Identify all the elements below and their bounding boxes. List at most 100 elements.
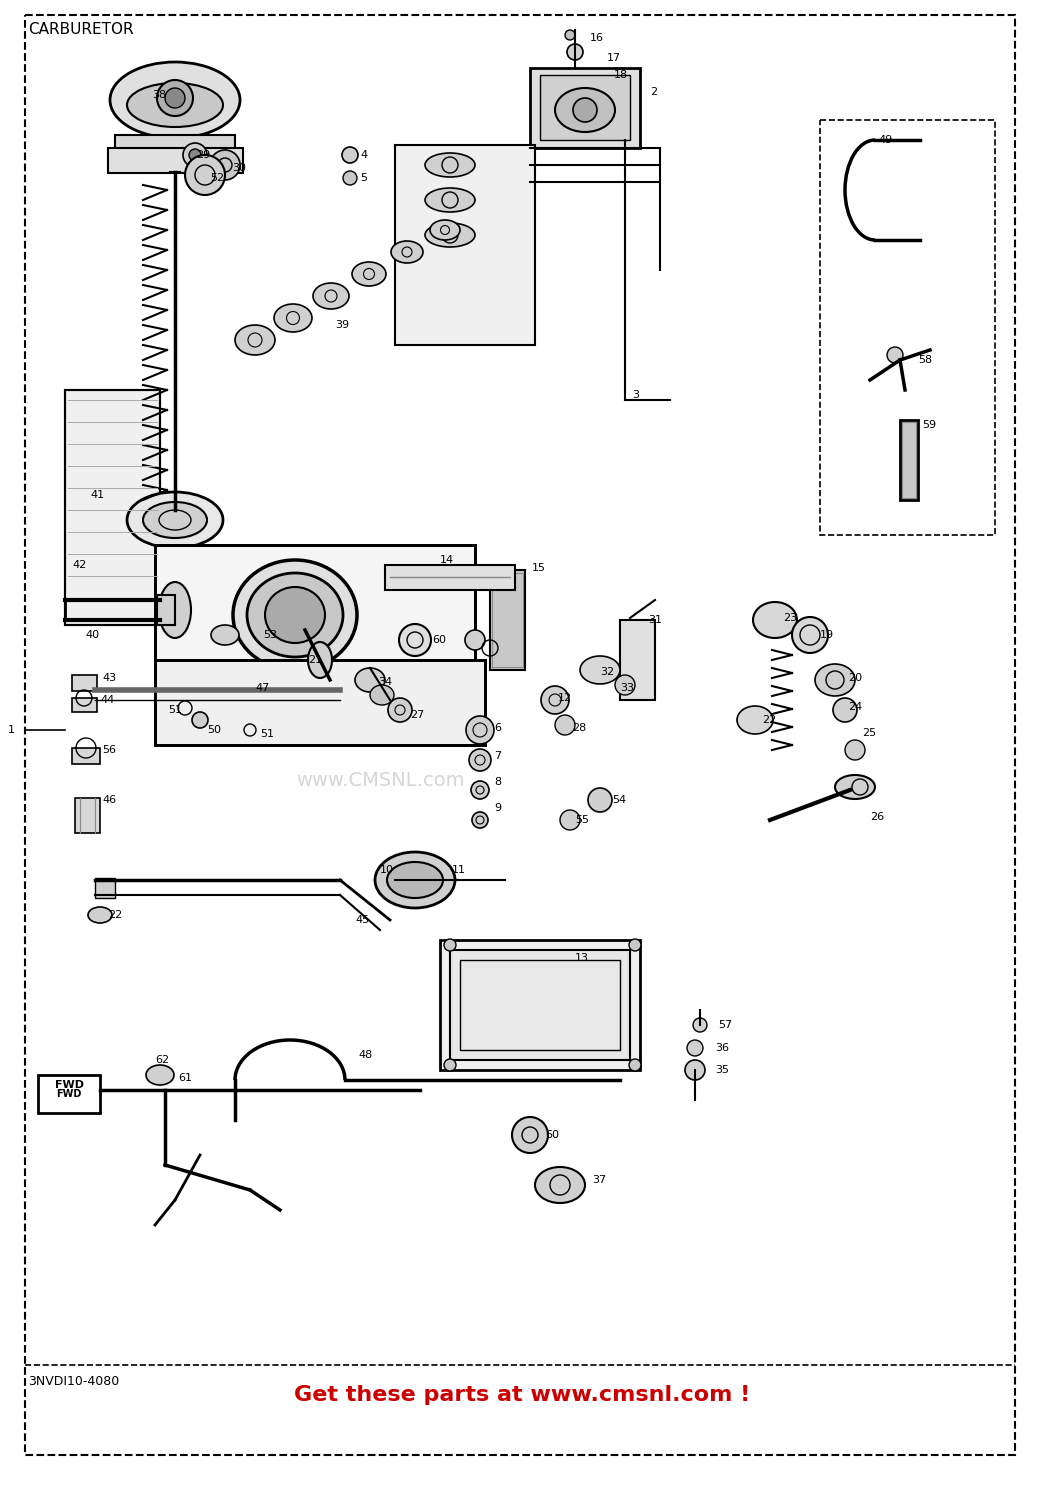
- Text: 43: 43: [102, 674, 116, 682]
- Bar: [72, 748, 100, 764]
- Bar: [395, 146, 535, 345]
- Text: 53: 53: [263, 630, 277, 640]
- Ellipse shape: [370, 686, 394, 705]
- Text: 47: 47: [255, 682, 270, 693]
- Text: 16: 16: [590, 33, 604, 44]
- Circle shape: [687, 1040, 703, 1056]
- Circle shape: [541, 686, 568, 714]
- Ellipse shape: [425, 224, 475, 248]
- Text: 3NVDI10-4080: 3NVDI10-4080: [28, 1376, 119, 1388]
- Ellipse shape: [146, 1065, 175, 1084]
- Bar: [108, 148, 243, 172]
- Bar: [155, 660, 485, 746]
- Circle shape: [444, 939, 456, 951]
- Text: 42: 42: [72, 560, 87, 570]
- Text: 7: 7: [494, 752, 502, 760]
- Text: 56: 56: [102, 746, 116, 754]
- Text: 46: 46: [102, 795, 116, 806]
- Bar: [820, 120, 995, 536]
- Circle shape: [388, 698, 412, 721]
- Bar: [157, 596, 175, 626]
- Text: 61: 61: [178, 1072, 192, 1083]
- Ellipse shape: [391, 242, 423, 262]
- Bar: [490, 570, 525, 670]
- Text: 3: 3: [632, 390, 638, 400]
- Circle shape: [686, 1060, 705, 1080]
- Text: 51: 51: [260, 729, 274, 740]
- Ellipse shape: [835, 776, 875, 800]
- Bar: [65, 390, 160, 626]
- Text: 35: 35: [715, 1065, 729, 1076]
- Text: 58: 58: [918, 356, 932, 364]
- Text: 23: 23: [783, 614, 797, 622]
- Text: 62: 62: [155, 1054, 169, 1065]
- Circle shape: [466, 716, 494, 744]
- Text: 50: 50: [207, 724, 220, 735]
- Text: 60: 60: [432, 634, 446, 645]
- Bar: [900, 420, 918, 500]
- Text: 22: 22: [762, 716, 776, 724]
- Circle shape: [792, 616, 828, 652]
- Circle shape: [567, 44, 583, 60]
- Text: 48: 48: [358, 1050, 372, 1060]
- Ellipse shape: [387, 862, 443, 898]
- Bar: [75, 798, 100, 832]
- Circle shape: [560, 810, 580, 830]
- Ellipse shape: [425, 188, 475, 211]
- Circle shape: [588, 788, 612, 812]
- Circle shape: [183, 142, 207, 166]
- Circle shape: [444, 1059, 456, 1071]
- Text: 38: 38: [152, 90, 166, 101]
- Bar: [115, 135, 235, 150]
- Text: 1: 1: [8, 724, 15, 735]
- Text: 4: 4: [359, 150, 367, 160]
- Circle shape: [565, 30, 575, 40]
- Text: 57: 57: [718, 1020, 733, 1031]
- Text: 5: 5: [359, 172, 367, 183]
- Text: www.CMSNL.com: www.CMSNL.com: [296, 771, 464, 789]
- Bar: [620, 620, 655, 701]
- Ellipse shape: [88, 908, 112, 922]
- Text: 11: 11: [452, 865, 466, 874]
- Ellipse shape: [127, 82, 223, 128]
- Bar: [450, 950, 630, 1060]
- Text: CARBURETOR: CARBURETOR: [28, 22, 134, 38]
- Text: 26: 26: [870, 812, 884, 822]
- Ellipse shape: [555, 88, 616, 132]
- Text: 34: 34: [378, 676, 392, 687]
- Text: 20: 20: [847, 674, 862, 682]
- Text: 60: 60: [545, 1130, 559, 1140]
- Text: 45: 45: [355, 915, 369, 926]
- Text: 22: 22: [108, 910, 122, 920]
- Ellipse shape: [580, 656, 620, 684]
- Text: 32: 32: [600, 668, 614, 676]
- Ellipse shape: [314, 284, 349, 309]
- Circle shape: [471, 782, 489, 800]
- Text: 44: 44: [100, 694, 114, 705]
- Text: 29: 29: [196, 150, 210, 160]
- Ellipse shape: [110, 62, 240, 138]
- Ellipse shape: [375, 852, 455, 907]
- Text: 33: 33: [620, 682, 634, 693]
- Bar: [95, 878, 115, 898]
- Bar: [902, 422, 916, 498]
- Ellipse shape: [211, 626, 239, 645]
- Text: 36: 36: [715, 1042, 729, 1053]
- Text: 39: 39: [335, 320, 349, 330]
- Text: 17: 17: [607, 53, 621, 63]
- Circle shape: [210, 150, 240, 180]
- Bar: [440, 940, 640, 1070]
- Text: 10: 10: [380, 865, 394, 874]
- Ellipse shape: [425, 153, 475, 177]
- Circle shape: [555, 716, 575, 735]
- Circle shape: [192, 712, 208, 728]
- Text: 27: 27: [410, 710, 424, 720]
- Circle shape: [343, 171, 357, 184]
- Circle shape: [616, 675, 635, 694]
- Bar: [72, 675, 97, 692]
- Text: 9: 9: [494, 802, 502, 813]
- Bar: [38, 1076, 100, 1113]
- Bar: [155, 660, 485, 746]
- Text: 21: 21: [308, 656, 322, 664]
- Ellipse shape: [429, 220, 460, 240]
